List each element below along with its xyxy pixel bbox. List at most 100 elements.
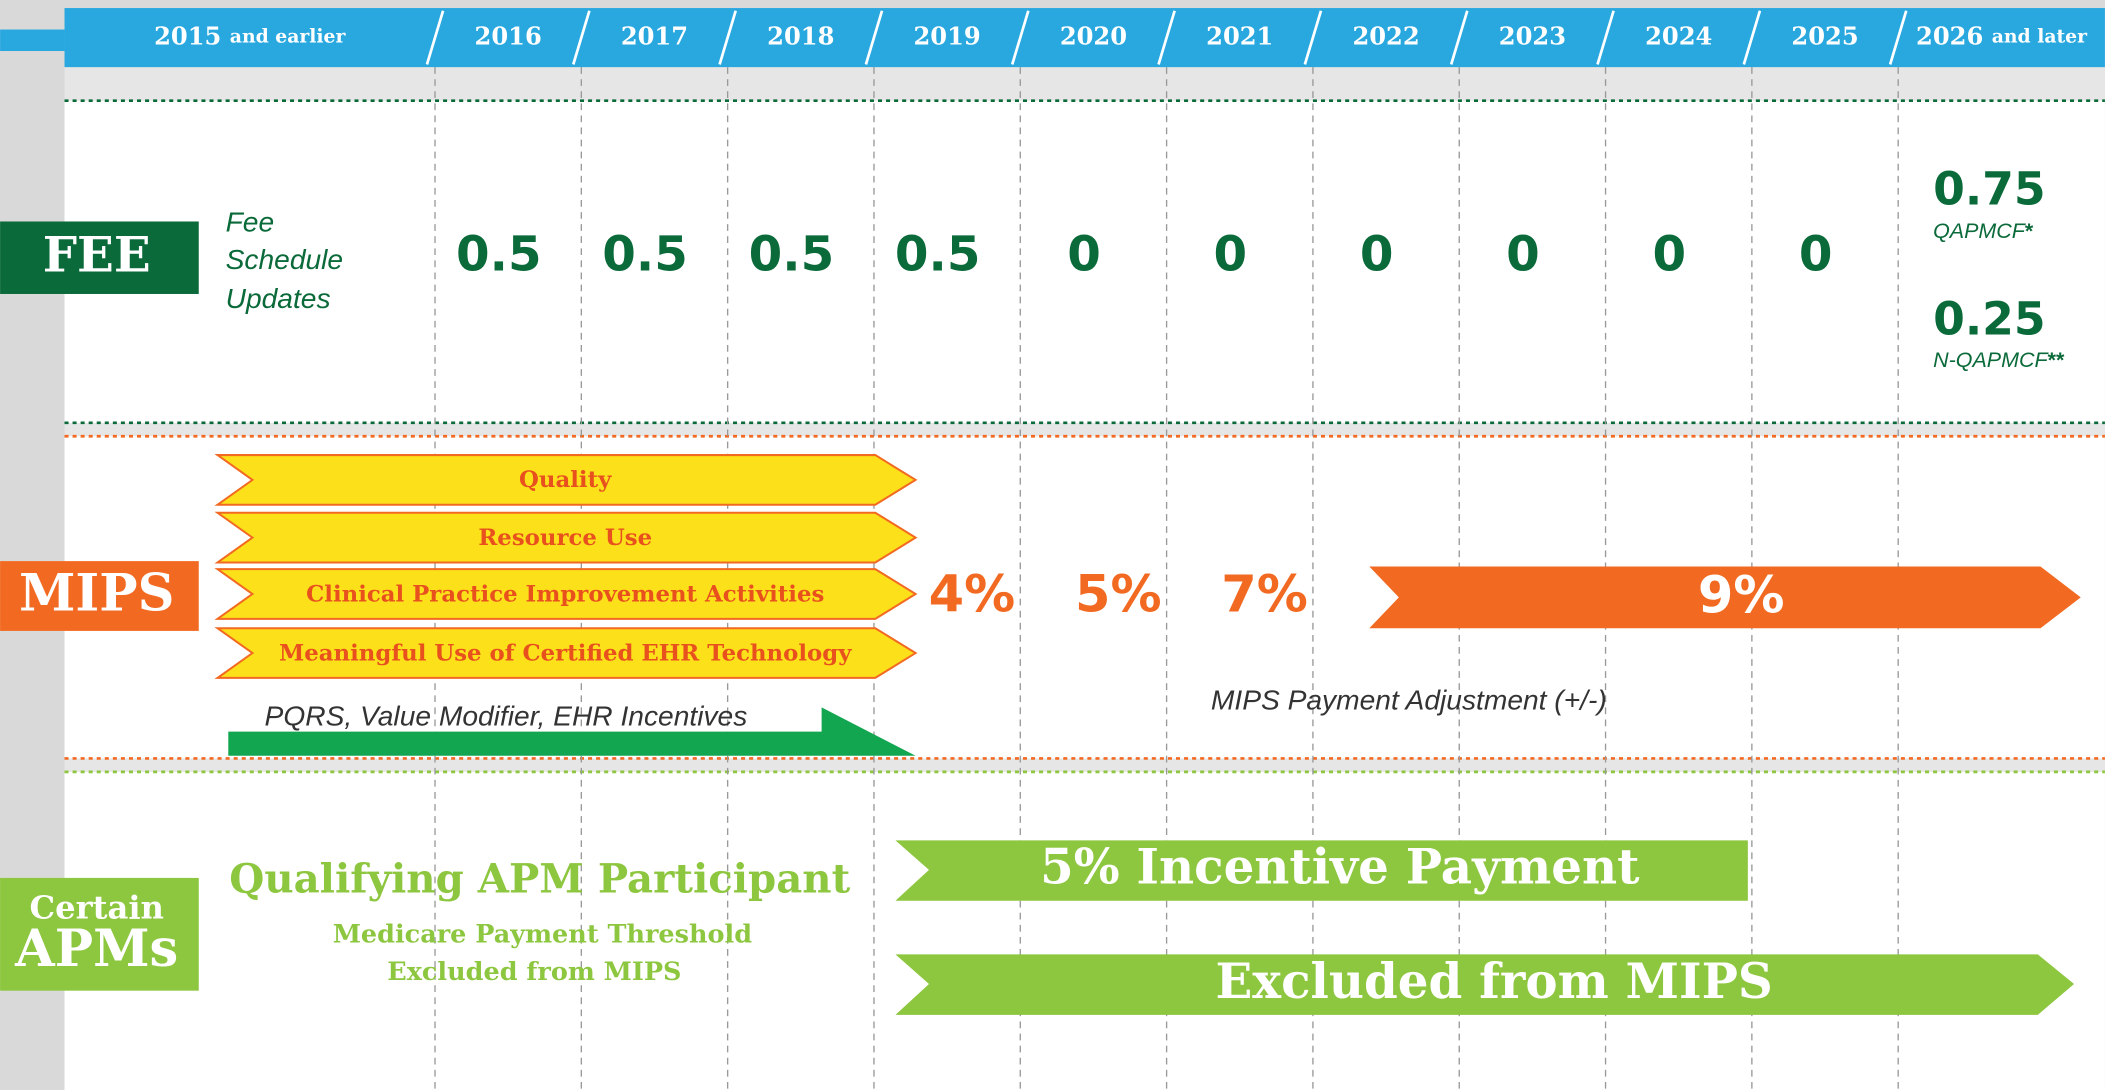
header-slash: [1010, 10, 1030, 65]
incentive-bar: [895, 840, 1748, 901]
year: 2023: [1499, 21, 1566, 50]
mips-label: MIPS: [19, 563, 174, 623]
legacy-label: PQRS, Value Modifier, EHR Incentives: [265, 700, 748, 732]
apm-subtitle: Excluded from MIPS: [387, 957, 681, 987]
adjustments: 4% 5% 7%: [929, 565, 1308, 624]
category-arrow: [214, 511, 918, 564]
header-slash: [1596, 10, 1615, 65]
category-label: Clinical Practice Improvement Activities: [306, 581, 824, 607]
final-name-text: N-QAPMCF: [1933, 348, 2049, 372]
final-value: 0.75: [1933, 162, 2046, 215]
year-label: 2020: [1060, 21, 1127, 50]
year-label: 2022: [1352, 21, 1419, 50]
year: 2026: [1916, 21, 1983, 50]
year-label: 2015 and earlier: [154, 21, 346, 50]
final-value: 0.25: [1933, 293, 2046, 346]
fee-value: 0: [1653, 227, 1687, 283]
header: 2015 and earlier 2016 2017 2018 2019 2020 2021…: [154, 10, 2088, 65]
year: 2018: [767, 21, 834, 50]
adjustment: 5%: [1075, 565, 1162, 624]
category-arrow: [214, 568, 918, 620]
apm-label: Certain: [29, 889, 163, 927]
year: 2020: [1060, 21, 1127, 50]
final-name-text: QAPMCF: [1933, 219, 2027, 243]
year-label: 2017: [621, 21, 688, 50]
year-note: and later: [1992, 26, 2088, 48]
year-label: 2016: [475, 21, 542, 50]
fee-row: [64, 100, 2105, 423]
category-label: Resource Use: [478, 525, 652, 551]
header-slash: [1449, 10, 1469, 65]
fee-value: 0.5: [602, 227, 688, 283]
fee-value: 0.5: [895, 227, 981, 283]
year-label: 2023: [1499, 21, 1566, 50]
final-name: QAPMCF*: [1933, 219, 2034, 243]
year: 2024: [1645, 21, 1712, 50]
adjustment: 7%: [1221, 565, 1308, 624]
final-mark: **: [2048, 348, 2065, 372]
category-arrow: [214, 627, 918, 679]
year-label: 2021: [1206, 21, 1273, 50]
apm-title: Qualifying APM Participant: [229, 855, 850, 902]
row-borders: [64, 99, 2105, 774]
exclusion-label: Excluded from MIPS: [1215, 954, 1772, 1010]
fee-label-box: [0, 221, 199, 294]
header-slash: [1742, 10, 1762, 65]
final-name: N-QAPMCF**: [1933, 348, 2065, 372]
adjustment-caption: MIPS Payment Adjustment (+/-): [1211, 683, 1607, 715]
apm-label-box: [0, 877, 199, 991]
year: 2021: [1206, 21, 1273, 50]
mips-categories: Quality Resource Use Clinical Practice Imp…: [214, 454, 918, 679]
fee-values: 0.5 0.5 0.5 0.5 0 0 0 0 0 0: [456, 227, 1832, 283]
fee-value: 0.5: [749, 227, 835, 283]
year-note: and earlier: [230, 26, 347, 48]
header-slash: [718, 10, 737, 65]
year: 2015: [154, 21, 221, 50]
category-arrow: [214, 454, 918, 506]
year-label: 2019: [914, 21, 981, 50]
fee-title-line: Fee: [226, 206, 275, 238]
year-label: 2024: [1645, 21, 1712, 50]
year-label: 2018: [767, 21, 834, 50]
fee-label: FEE: [43, 228, 151, 284]
fee-final: 0.75 QAPMCF* 0.25 N-QAPMCF**: [1933, 162, 2065, 371]
fee-title: Fee Schedule Updates: [226, 206, 343, 315]
incentive-label: 5% Incentive Payment: [1040, 840, 1640, 896]
fee-title-line: Updates: [226, 282, 331, 314]
fee-value: 0.5: [456, 227, 542, 283]
adjustment-arrow: [1369, 566, 2081, 629]
mips-label-box: [0, 561, 199, 631]
header-bar: [64, 8, 2105, 68]
year: 2016: [475, 21, 542, 50]
header-slash: [1888, 10, 1908, 65]
year: 2022: [1352, 21, 1419, 50]
header-slash: [864, 10, 884, 65]
header-slash: [571, 10, 591, 65]
fee-value: 0: [1799, 227, 1833, 283]
apm-label: APMs: [14, 919, 178, 979]
header-slash: [1303, 10, 1323, 65]
adjustment: 4%: [929, 565, 1016, 624]
year-label: 2025: [1791, 21, 1858, 50]
apm-row: [64, 771, 2105, 1090]
header-slash: [1157, 10, 1176, 65]
final-mark: *: [2025, 219, 2034, 243]
adjustment: 9%: [1698, 567, 1785, 626]
category-label: Quality: [519, 467, 612, 493]
year: 2019: [914, 21, 981, 50]
year-label: 2026 and later: [1916, 21, 2088, 50]
fee-title-line: Schedule: [226, 243, 343, 275]
year: 2025: [1791, 21, 1858, 50]
year: 2017: [621, 21, 688, 50]
header-slash: [425, 10, 445, 65]
fee-value: 0: [1214, 227, 1248, 283]
header-stub: [0, 29, 65, 52]
exclusion-bar: [895, 954, 2075, 1015]
fee-value: 0: [1067, 227, 1101, 283]
apm-subtitle: Medicare Payment Threshold: [333, 920, 753, 950]
category-label: Meaningful Use of Certified EHR Technolo…: [279, 640, 852, 666]
fee-value: 0: [1506, 227, 1540, 283]
fee-value: 0: [1360, 227, 1394, 283]
